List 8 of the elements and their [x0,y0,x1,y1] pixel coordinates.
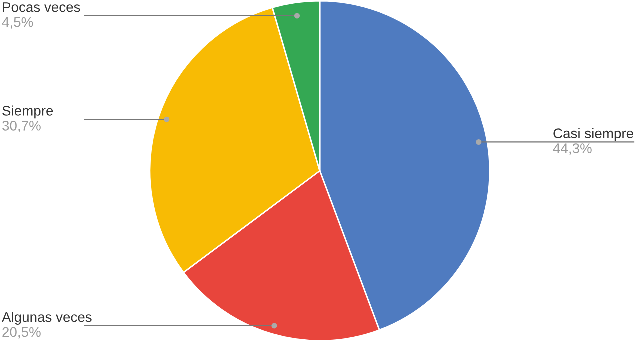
slice-label: Pocas veces [3,2,80,12]
data-label: 20,5% [2,327,41,339]
data-label: 44,3% [553,144,592,156]
slice-label: Casi siempre [554,128,634,142]
data-label: 4,5% [2,17,34,29]
data-label: 30,7% [2,121,41,132]
slice-label: Algunas veces [2,312,92,325]
slice-label: Siempre [2,106,54,119]
